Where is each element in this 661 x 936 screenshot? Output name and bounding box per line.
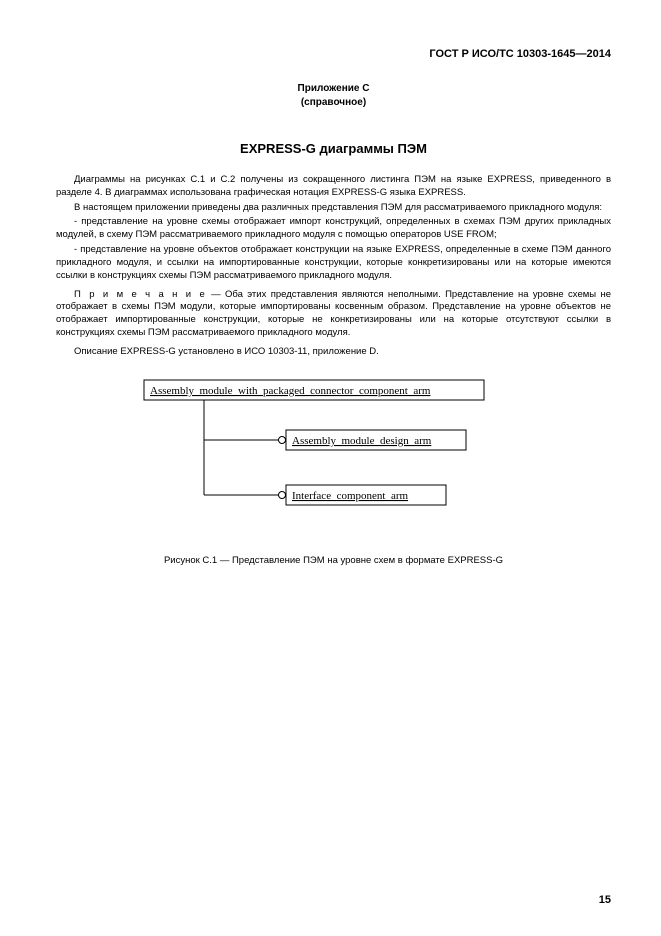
diagram-connector1-icon xyxy=(278,436,285,443)
note-paragraph: П р и м е ч а н и е — Оба этих представл… xyxy=(56,289,611,340)
diagram-box-child2-text: Interface_component_arm xyxy=(292,490,408,502)
standard-header: ГОСТ Р ИСО/ТС 10303-1645—2014 xyxy=(56,48,611,60)
page-number: 15 xyxy=(599,894,611,906)
expressg-diagram: Assembly_module_with_packaged_connector_… xyxy=(134,375,534,525)
reference-line: Описание EXPRESS-G установлено в ИСО 103… xyxy=(56,346,611,357)
diagram-svg: Assembly_module_with_packaged_connector_… xyxy=(134,375,534,525)
bullet-object-view: - представление на уровне объектов отобр… xyxy=(56,244,611,282)
diagram-box-main-text: Assembly_module_with_packaged_connector_… xyxy=(150,385,431,397)
main-title: EXPRESS-G диаграммы ПЭМ xyxy=(56,141,611,156)
paragraph-views: В настоящем приложении приведены два раз… xyxy=(56,202,611,215)
appendix-line1: Приложение С xyxy=(298,83,370,94)
appendix-heading: Приложение С (справочное) xyxy=(56,82,611,109)
bullet-schema-view: - представление на уровне схемы отобража… xyxy=(56,216,611,242)
diagram-box-child1-text: Assembly_module_design_arm xyxy=(292,435,432,447)
note-label: П р и м е ч а н и е xyxy=(74,289,207,300)
diagram-connector2-icon xyxy=(278,491,285,498)
document-page: ГОСТ Р ИСО/ТС 10303-1645—2014 Приложение… xyxy=(0,0,661,936)
appendix-line2: (справочное) xyxy=(301,97,366,108)
paragraph-intro: Диаграммы на рисунках С.1 и С.2 получены… xyxy=(56,174,611,200)
figure-caption: Рисунок С.1 — Представление ПЭМ на уровн… xyxy=(56,555,611,566)
